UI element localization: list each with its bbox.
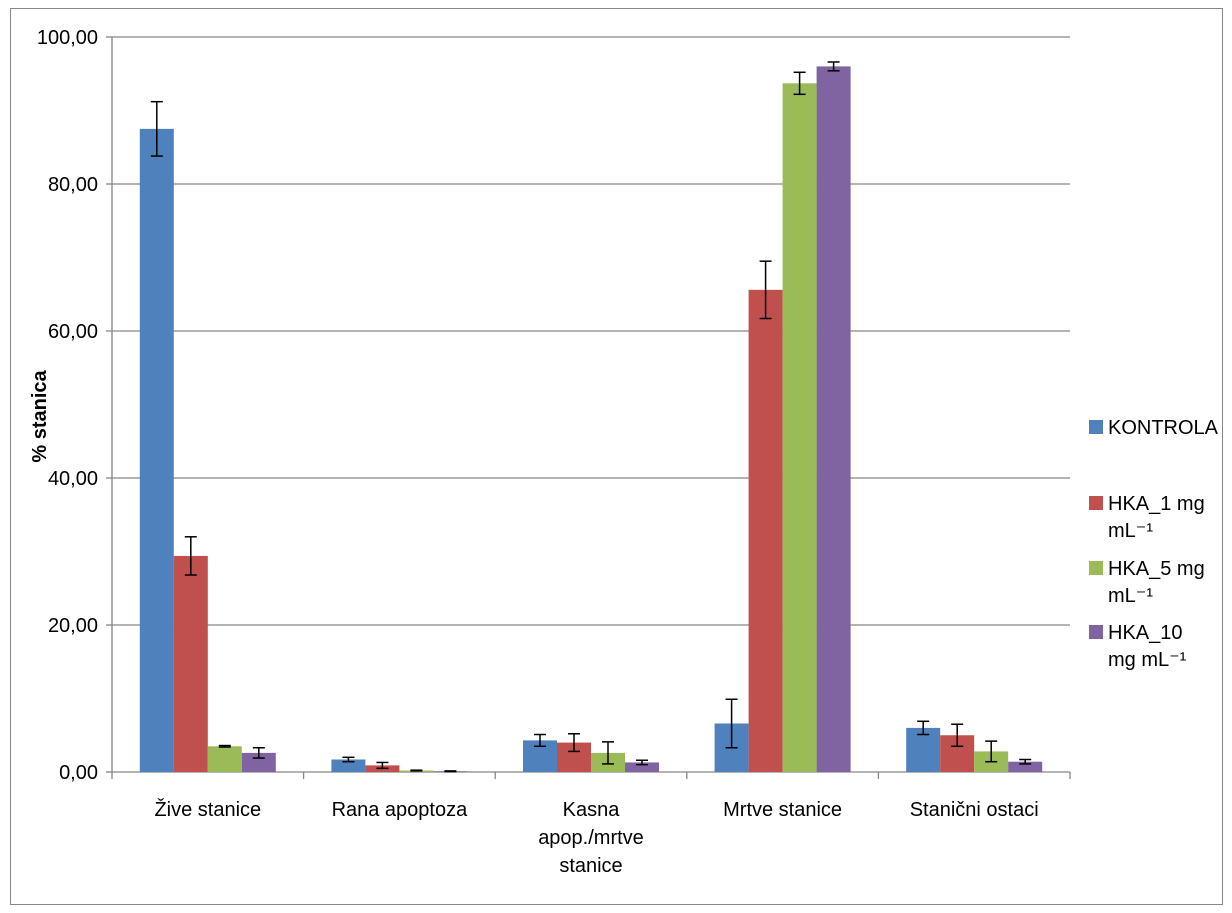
bar bbox=[331, 759, 366, 772]
legend-label: HKA_1 mg mL⁻¹ bbox=[1108, 493, 1205, 542]
y-axis-title: % stanica bbox=[29, 369, 51, 462]
y-tick-label: 40,00 bbox=[48, 468, 98, 490]
y-tick-label: 100,00 bbox=[37, 27, 98, 49]
bar bbox=[625, 762, 659, 772]
y-tick-label: 20,00 bbox=[48, 615, 98, 637]
legend-label: KONTROLA bbox=[1108, 417, 1219, 439]
x-category-label: Kasna apop./mrtve stanice bbox=[538, 799, 644, 877]
x-category-label: Žive stanice bbox=[154, 798, 261, 821]
bar bbox=[139, 128, 174, 772]
bar bbox=[241, 752, 276, 772]
legend-swatch bbox=[1089, 496, 1103, 510]
legend-swatch bbox=[1089, 561, 1103, 575]
legend-label: HKA_10 mg mL⁻¹ bbox=[1108, 622, 1187, 671]
bar bbox=[1008, 761, 1043, 772]
legend-swatch bbox=[1089, 625, 1103, 639]
legend-label: HKA_5 mg mL⁻¹ bbox=[1108, 558, 1205, 607]
x-category-label: Rana apoptoza bbox=[332, 799, 469, 821]
bar bbox=[782, 83, 817, 773]
x-category-label: Mrtve stanice bbox=[723, 799, 842, 821]
bar bbox=[173, 555, 208, 772]
bar bbox=[748, 289, 783, 772]
y-tick-label: 60,00 bbox=[48, 321, 98, 343]
y-tick-label: 80,00 bbox=[48, 174, 98, 196]
bar bbox=[207, 746, 242, 772]
bar bbox=[816, 66, 851, 772]
y-tick-label: 0,00 bbox=[59, 762, 98, 784]
legend-swatch bbox=[1089, 420, 1103, 434]
x-category-label: Stanični ostaci bbox=[910, 799, 1039, 821]
